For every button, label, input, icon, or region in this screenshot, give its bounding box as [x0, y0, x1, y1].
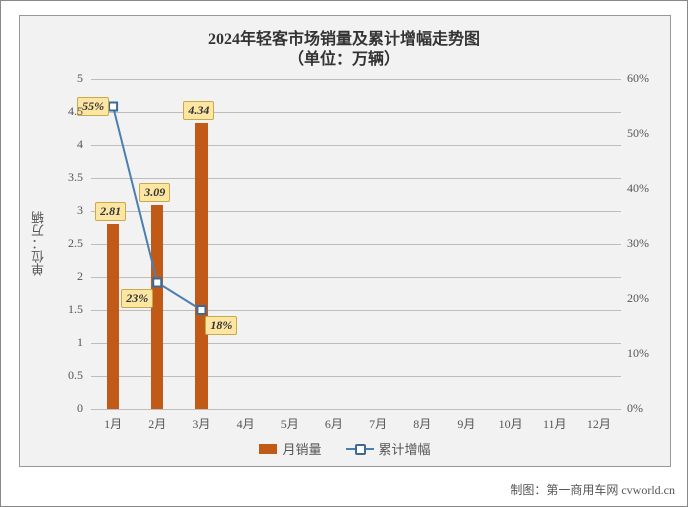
gridline — [91, 409, 621, 410]
y-right-tick: 40% — [627, 181, 649, 196]
y-left-tick: 4 — [77, 137, 83, 152]
y-right-tick: 0% — [627, 401, 643, 416]
y-right-tick: 50% — [627, 126, 649, 141]
bar-value-label: 2.81 — [95, 202, 126, 221]
chart-title-2: （单位：万辆） — [1, 45, 687, 69]
y-left-tick: 1.5 — [68, 302, 83, 317]
x-category: 3月 — [179, 415, 223, 432]
x-category: 7月 — [356, 415, 400, 432]
y-left-tick: 1 — [77, 335, 83, 350]
credit-text: 制图：第一商用车网 cvworld.cn — [510, 481, 675, 498]
bar-value-label: 3.09 — [139, 183, 170, 202]
chart-container: 2024年轻客市场销量及累计增幅走势图 （单位：万辆） 单位：万辆 2.813.… — [0, 0, 688, 507]
line-marker — [197, 306, 205, 314]
plot-area: 2.813.094.3455%23%18% 1月2月3月4月5月6月7月8月9月… — [91, 79, 621, 409]
x-category: 5月 — [268, 415, 312, 432]
y-right-tick: 60% — [627, 71, 649, 86]
y-right-tick: 20% — [627, 291, 649, 306]
y-left-tick: 3.5 — [68, 170, 83, 185]
legend-label-line: 累计增幅 — [379, 439, 431, 458]
legend-item-line: 累计增幅 — [346, 439, 431, 458]
y-right-tick: 30% — [627, 236, 649, 251]
y-left-tick: 0.5 — [68, 368, 83, 383]
x-category: 2月 — [135, 415, 179, 432]
x-category: 12月 — [577, 415, 621, 432]
line-value-label: 23% — [121, 289, 153, 308]
y-left-tick: 2 — [77, 269, 83, 284]
legend-item-bar: 月销量 — [259, 439, 321, 458]
x-category: 10月 — [489, 415, 533, 432]
legend-label-bar: 月销量 — [282, 439, 321, 458]
x-category: 8月 — [400, 415, 444, 432]
y-left-tick: 2.5 — [68, 236, 83, 251]
y-left-tick: 0 — [77, 401, 83, 416]
line-marker — [109, 103, 117, 111]
x-category: 9月 — [444, 415, 488, 432]
y-left-tick: 4.5 — [68, 104, 83, 119]
y-left-tick: 3 — [77, 203, 83, 218]
bar-value-label: 4.34 — [183, 101, 214, 120]
x-category: 6月 — [312, 415, 356, 432]
legend: 月销量 累计增幅 — [1, 439, 688, 458]
x-category: 4月 — [224, 415, 268, 432]
line-marker — [153, 279, 161, 287]
legend-swatch-line — [346, 448, 374, 450]
legend-swatch-bar — [259, 444, 277, 454]
y-right-tick: 10% — [627, 346, 649, 361]
y-left-axis-title: 单位：万辆 — [29, 211, 48, 276]
line-layer — [91, 79, 621, 409]
x-category: 1月 — [91, 415, 135, 432]
x-category: 11月 — [533, 415, 577, 432]
y-left-tick: 5 — [77, 71, 83, 86]
line-value-label: 18% — [205, 316, 237, 335]
